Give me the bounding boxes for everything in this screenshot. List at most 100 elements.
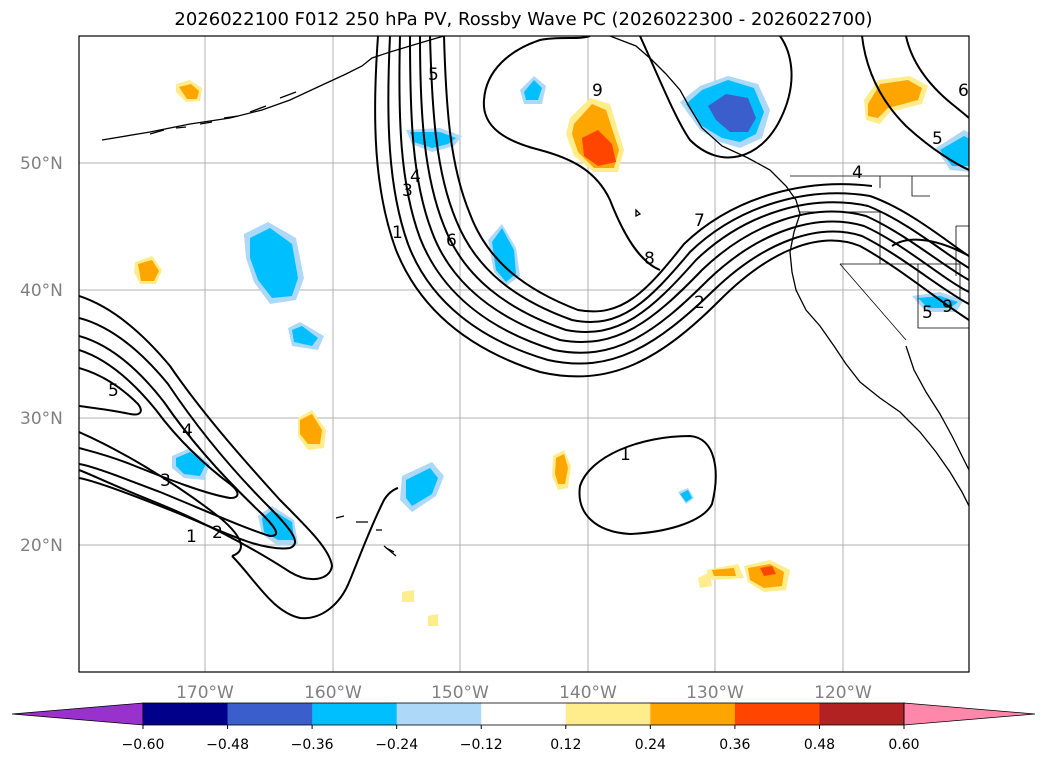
colorbar-swatch	[481, 703, 567, 725]
pv-contour	[482, 99, 661, 271]
colorbar-swatch	[565, 703, 651, 725]
pv-label: 3	[160, 471, 171, 491]
pv-label: 5	[108, 381, 119, 401]
pv-label: 1	[620, 445, 631, 465]
anomaly-negative	[250, 228, 298, 298]
small-islands	[635, 208, 642, 218]
anomaly-negative	[406, 468, 438, 506]
pv-label: 2	[212, 523, 223, 543]
colorbar-swatch	[312, 703, 398, 725]
map-frame	[78, 35, 970, 673]
anomaly-negative	[176, 452, 206, 476]
pv-label: 8	[644, 249, 655, 269]
anomaly-positive	[179, 84, 199, 99]
gridlines	[79, 36, 969, 672]
coastlines	[101, 36, 969, 557]
lon-label: 140°W	[559, 683, 617, 703]
colorbar-swatch	[650, 703, 736, 725]
lon-label: 120°W	[814, 683, 872, 703]
lon-label: 130°W	[686, 683, 744, 703]
colorbar-swatch	[819, 703, 905, 725]
colorbar-tick-label: −0.12	[460, 737, 503, 753]
pv-label: 1	[186, 527, 197, 547]
aleutian-islands	[149, 91, 297, 135]
colorbar-extend-max	[903, 702, 1036, 726]
pv-label: 5	[932, 129, 943, 149]
colorbar-swatch	[143, 703, 229, 725]
colorbar-swatch	[396, 703, 482, 725]
anomaly-positive	[698, 572, 712, 588]
anomaly-positive	[555, 454, 568, 484]
lat-label: 20°N	[20, 536, 63, 556]
pv-contour	[79, 367, 142, 416]
pv-contour	[483, 36, 591, 101]
map-background	[79, 36, 969, 672]
anomaly-positive	[300, 414, 322, 444]
colorbar-extend-min	[11, 702, 144, 726]
anomaly-negative	[708, 94, 756, 132]
anomaly-positive	[428, 614, 438, 626]
colorbar-swatch	[734, 703, 820, 725]
pv-contour	[639, 36, 793, 159]
lon-label: 150°W	[431, 683, 489, 703]
pv-contours	[79, 36, 969, 620]
lat-label: 40°N	[20, 281, 63, 301]
rossby-wave-anomalies	[134, 76, 969, 626]
colorbar-tick-label: −0.60	[122, 737, 165, 753]
colorbar-frame	[142, 702, 905, 726]
pv-label: 7	[694, 211, 705, 231]
pv-contour	[905, 36, 969, 119]
pv-label: 2	[694, 293, 705, 313]
anomaly-negative	[410, 132, 456, 148]
anomaly-positive	[582, 130, 616, 166]
pv-contour	[578, 434, 717, 536]
pv-label: 9	[942, 297, 953, 317]
colorbar-tick-label: −0.48	[206, 737, 249, 753]
colorbar-tick-label: 0.12	[550, 737, 581, 753]
latitude-labels: 50°N 40°N 30°N 20°N	[20, 154, 63, 556]
anomaly-positive	[868, 80, 922, 118]
lat-label: 30°N	[20, 409, 63, 429]
pv-label: 9	[592, 81, 603, 101]
anomaly-negative	[262, 510, 294, 540]
hawaii-islands	[335, 515, 397, 557]
pv-label: 4	[182, 421, 193, 441]
baja-gulf-coast	[905, 345, 969, 471]
pv-contour-labels: 1 2 3 4 5 6 7 8 9 1 2 3 4 5 6 1 5 4 5 9	[108, 65, 969, 547]
pv-contour	[231, 487, 399, 620]
pv-label: 3	[402, 181, 413, 201]
pv-label: 4	[410, 167, 421, 187]
anomaly-negative	[524, 80, 542, 100]
alaska-coast	[101, 36, 445, 141]
anomaly-positive	[138, 260, 159, 281]
pv-contour	[861, 36, 969, 171]
anomaly-negative	[292, 326, 318, 346]
pv-label: 5	[922, 303, 933, 323]
colorbar-tick-label: 0.60	[888, 737, 919, 753]
pv-contour	[443, 36, 873, 313]
pv-contour	[891, 238, 969, 257]
map-title: 2026022100 F012 250 hPa PV, Rossby Wave …	[174, 9, 873, 30]
pv-label: 6	[958, 81, 969, 101]
pv-label: 1	[392, 223, 403, 243]
pv-contour	[409, 36, 969, 343]
anomaly-positive	[760, 566, 776, 576]
pv-contour	[79, 349, 239, 500]
anomaly-positive	[402, 590, 414, 602]
pv-label: 4	[852, 163, 863, 183]
colorbar-tick-label: −0.24	[375, 737, 418, 753]
pv-contour	[374, 36, 969, 378]
pv-contour	[79, 335, 278, 538]
colorbar-tick-label: 0.48	[804, 737, 835, 753]
pv-contour	[79, 317, 296, 550]
colorbar-tick-label: 0.24	[635, 737, 666, 753]
anomaly-positive	[748, 564, 784, 588]
lon-label: 160°W	[304, 683, 362, 703]
pv-contour	[79, 431, 242, 557]
pv-contour	[429, 36, 969, 323]
anomaly-positive	[712, 568, 736, 576]
anomaly-negative	[680, 490, 692, 502]
pv-label: 6	[446, 231, 457, 251]
pv-contour	[398, 36, 969, 354]
